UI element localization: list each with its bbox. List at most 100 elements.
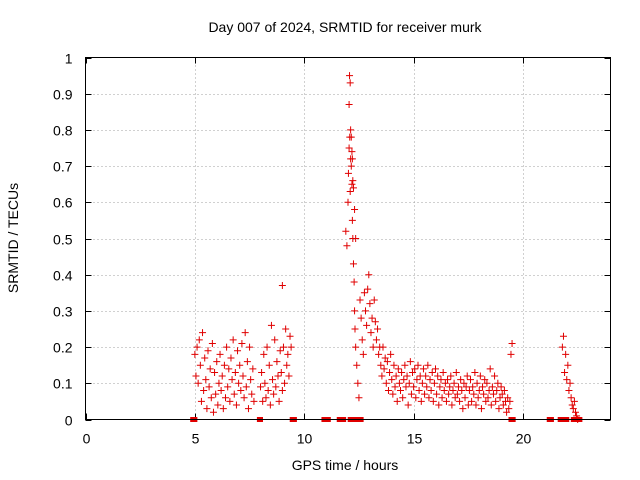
y-tick-label: 0.2 xyxy=(53,340,73,356)
y-tick-label: 0.5 xyxy=(53,232,73,248)
data-point xyxy=(349,260,357,268)
data-point xyxy=(405,379,413,387)
data-point xyxy=(195,336,203,344)
data-point xyxy=(505,405,513,413)
data-point xyxy=(414,361,422,369)
data-point xyxy=(404,401,412,409)
data-point xyxy=(362,307,369,315)
data-point xyxy=(283,361,291,369)
data-point xyxy=(421,390,429,398)
data-point xyxy=(507,350,515,358)
data-point xyxy=(434,372,442,380)
data-point xyxy=(482,397,490,405)
data-point xyxy=(480,390,488,398)
data-point xyxy=(209,408,217,416)
data-point xyxy=(459,405,467,413)
y-tick-labels: 0 0.1 0.2 0.3 0.4 0.5 0.6 0.7 0.8 0.9 1 xyxy=(53,51,73,429)
data-point xyxy=(476,372,484,380)
data-point xyxy=(488,383,496,391)
data-point xyxy=(412,394,420,402)
data-point xyxy=(486,365,494,373)
data-point xyxy=(250,397,258,405)
data-point xyxy=(238,339,246,347)
data-point xyxy=(287,343,295,351)
data-point xyxy=(465,387,473,395)
data-point xyxy=(205,383,213,391)
data-point xyxy=(461,394,469,402)
y-axis-label: SRMTID / TECUs xyxy=(5,183,21,293)
data-point xyxy=(260,350,268,358)
data-point xyxy=(484,394,492,402)
data-point xyxy=(215,379,223,387)
data-point xyxy=(270,390,278,398)
data-point xyxy=(424,361,432,369)
data-point xyxy=(378,372,386,380)
data-point xyxy=(277,368,285,376)
data-point xyxy=(454,383,462,391)
data-point xyxy=(499,401,507,409)
data-point xyxy=(344,198,352,206)
data-point xyxy=(393,397,401,405)
data-point xyxy=(446,383,454,391)
data-point xyxy=(460,379,468,387)
data-point xyxy=(489,390,497,398)
data-point xyxy=(500,387,508,395)
data-point xyxy=(191,350,199,358)
data-point xyxy=(449,387,457,395)
data-point xyxy=(567,394,575,402)
data-point xyxy=(204,347,212,355)
data-point xyxy=(438,394,446,402)
data-point xyxy=(365,271,373,279)
data-point xyxy=(497,383,505,391)
data-point xyxy=(409,368,417,376)
data-point xyxy=(481,376,489,384)
data-point xyxy=(265,361,273,369)
data-point xyxy=(348,148,356,156)
data-point xyxy=(559,332,567,340)
data-point xyxy=(394,365,402,373)
y-tick-label: 0.9 xyxy=(53,87,73,103)
data-point xyxy=(427,387,435,395)
data-point xyxy=(450,379,458,387)
data-point xyxy=(220,361,228,369)
data-point xyxy=(565,387,573,395)
data-point xyxy=(344,169,352,177)
data-point xyxy=(451,394,459,402)
data-point xyxy=(437,376,445,384)
data-point xyxy=(368,314,376,322)
data-point xyxy=(402,383,410,391)
data-point xyxy=(225,365,233,373)
data-point xyxy=(372,336,380,344)
data-point xyxy=(397,387,404,395)
y-tick-label: 0 xyxy=(65,413,73,429)
data-point xyxy=(411,365,419,373)
x-tick-label: 15 xyxy=(407,431,423,447)
data-point xyxy=(483,379,491,387)
data-point xyxy=(212,390,220,398)
data-point xyxy=(569,405,577,413)
data-point xyxy=(249,365,257,373)
data-point xyxy=(380,365,388,373)
data-point xyxy=(217,387,225,395)
data-point xyxy=(371,318,379,326)
data-point xyxy=(213,358,221,366)
data-point xyxy=(429,397,437,405)
data-point xyxy=(347,133,355,141)
data-point xyxy=(388,376,396,384)
data-point xyxy=(232,401,240,409)
y-tick-label: 0.8 xyxy=(53,123,73,139)
data-point xyxy=(208,339,216,347)
data-point xyxy=(269,376,277,384)
data-point xyxy=(359,350,367,358)
data-point xyxy=(229,336,237,344)
data-point xyxy=(439,368,447,376)
data-point xyxy=(470,390,478,398)
data-point xyxy=(352,343,360,351)
data-point xyxy=(347,126,355,134)
data-point xyxy=(264,387,272,395)
data-point xyxy=(386,368,394,376)
data-point xyxy=(561,368,569,376)
data-point xyxy=(214,401,222,409)
data-point xyxy=(349,177,357,185)
data-point xyxy=(464,401,472,409)
